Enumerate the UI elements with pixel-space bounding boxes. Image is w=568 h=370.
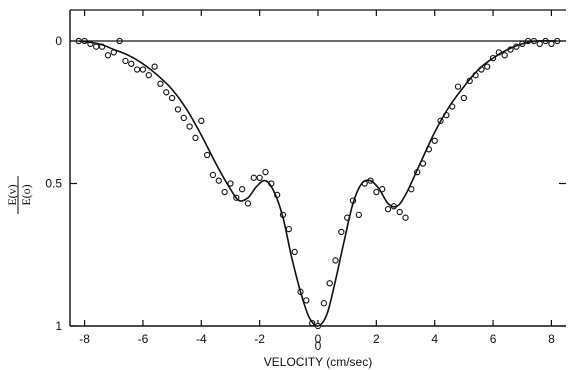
- data-point: [338, 228, 345, 236]
- data-point: [198, 117, 205, 124]
- data-point: [203, 151, 211, 159]
- x-tick-label: 2: [373, 332, 380, 346]
- data-point: [221, 188, 228, 196]
- data-point: [238, 186, 246, 193]
- x-tick-label: -8: [79, 332, 90, 346]
- x-tick-label: -6: [138, 332, 149, 346]
- data-point: [186, 123, 193, 130]
- data-point: [128, 60, 135, 67]
- data-point: [180, 114, 187, 122]
- data-point: [291, 248, 298, 256]
- data-point: [320, 300, 327, 307]
- data-point: [151, 63, 158, 70]
- data-marks: [70, 37, 566, 330]
- data-point: [250, 174, 257, 181]
- data-point: [133, 66, 141, 73]
- fit-curve: [78, 39, 558, 327]
- data-point: [145, 72, 152, 79]
- x-tick-label: 6: [490, 332, 497, 346]
- data-point: [244, 200, 252, 207]
- data-point: [93, 43, 100, 50]
- tick-labels: -8 -6 -4 -2 0 2 4 6 8 0 0.5 1 0: [45, 34, 555, 353]
- data-point: [373, 188, 380, 196]
- x-tick-label: -4: [196, 332, 207, 346]
- data-point: [139, 66, 147, 73]
- data-point: [548, 40, 555, 47]
- data-point: [163, 89, 170, 96]
- data-point: [431, 137, 438, 144]
- data-point: [396, 208, 403, 216]
- data-point: [384, 205, 392, 213]
- y-axis-title-numerator: E(v): [5, 184, 19, 205]
- data-point: [460, 94, 468, 102]
- data-point: [256, 174, 263, 181]
- y-axis-title-denominator: E(o): [19, 184, 33, 205]
- data-point: [104, 52, 112, 59]
- y-tick-label: 0: [55, 34, 62, 48]
- x-tick-label: 4: [431, 332, 438, 346]
- y-axis-title: E(v) E(o): [5, 176, 33, 214]
- data-point: [536, 40, 543, 47]
- data-point: [192, 134, 199, 142]
- data-point: [355, 211, 362, 218]
- data-point: [174, 106, 182, 113]
- data-point: [168, 94, 176, 102]
- data-point: [157, 80, 164, 87]
- data-point: [262, 168, 269, 176]
- data-point: [122, 57, 129, 65]
- data-point: [215, 177, 222, 184]
- annotation-label: 0: [315, 339, 322, 353]
- data-point: [209, 171, 217, 179]
- x-axis-title: VELOCITY (cm/sec): [264, 355, 372, 369]
- x-tick-label: 0: [315, 332, 322, 346]
- data-point: [303, 297, 310, 304]
- x-tick-label: -2: [254, 332, 265, 346]
- y-tick-label: 1: [55, 319, 62, 333]
- data-point: [402, 214, 409, 221]
- data-point: [501, 52, 508, 59]
- x-tick-label: 8: [548, 332, 555, 346]
- y-tick-label: 0.5: [45, 177, 62, 191]
- data-point: [484, 63, 491, 70]
- data-point: [454, 83, 462, 90]
- data-point: [332, 257, 339, 264]
- data-point: [285, 225, 292, 233]
- data-point: [326, 280, 333, 287]
